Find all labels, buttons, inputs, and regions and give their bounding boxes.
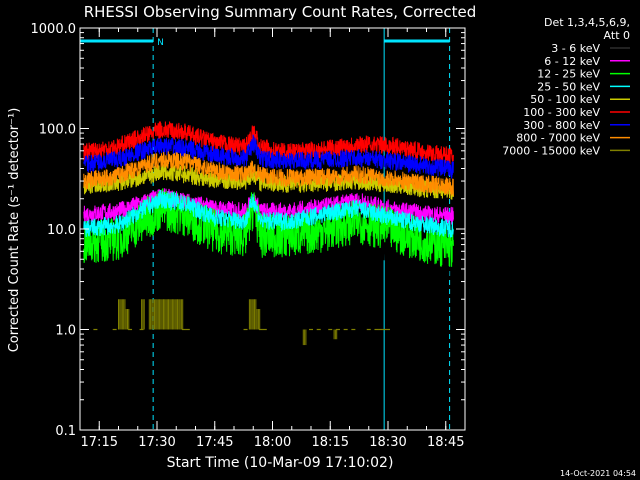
legend-label-s2: 6 - 12 keV xyxy=(544,55,600,68)
legend-header-line-2: Att 0 xyxy=(604,29,630,42)
y-tick-label: 10.0 xyxy=(47,223,76,238)
night-marker-label: N xyxy=(157,38,164,48)
x-tick-label: 18:00 xyxy=(254,435,291,450)
legend-label-s9: 7000 - 15000 keV xyxy=(502,144,600,157)
y-tick-label: 0.1 xyxy=(55,424,76,439)
axes: 1000.0 100.0 10.0 1.0 0.1 17:15 17:30 17:45 18:0… xyxy=(31,22,466,450)
series-line-s6 xyxy=(83,121,454,164)
y-axis-title: Corrected Count Rate (s⁻¹ detector⁻¹) xyxy=(7,108,22,353)
legend-label-s1: 3 - 6 keV xyxy=(551,42,600,55)
series-line-s4 xyxy=(83,189,454,238)
series-line-s7 xyxy=(83,134,454,180)
series-line-s8 xyxy=(83,151,454,197)
legend-header-line-1: Det 1,3,4,5,6,9, xyxy=(544,16,630,29)
legend-label-s5: 50 - 100 keV xyxy=(530,93,600,106)
chart-title: RHESSI Observing Summary Count Rates, Co… xyxy=(84,3,477,21)
footer-date: 14-Oct-2021 04:54 xyxy=(560,469,636,478)
x-axis-title: Start Time (10-Mar-09 17:10:02) xyxy=(167,455,394,471)
x-tick-label: 17:30 xyxy=(138,435,175,450)
x-tick-label: 17:15 xyxy=(81,435,118,450)
x-tick-label: 18:45 xyxy=(427,435,464,450)
x-tick-label: 18:15 xyxy=(312,435,349,450)
y-tick-label: 1000.0 xyxy=(31,22,77,37)
y-tick-label: 1.0 xyxy=(55,324,76,339)
legend-label-s4: 25 - 50 keV xyxy=(537,80,600,93)
x-tick-label: 18:30 xyxy=(369,435,406,450)
legend-label-s6: 100 - 300 keV xyxy=(523,106,600,119)
legend-label-s3: 12 - 25 keV xyxy=(537,68,600,81)
x-tick-label: 17:45 xyxy=(196,435,233,450)
y-tick-label: 100.0 xyxy=(39,123,76,138)
legend-label-s7: 300 - 800 keV xyxy=(523,119,600,132)
legend-label-s8: 800 - 7000 keV xyxy=(516,132,600,145)
